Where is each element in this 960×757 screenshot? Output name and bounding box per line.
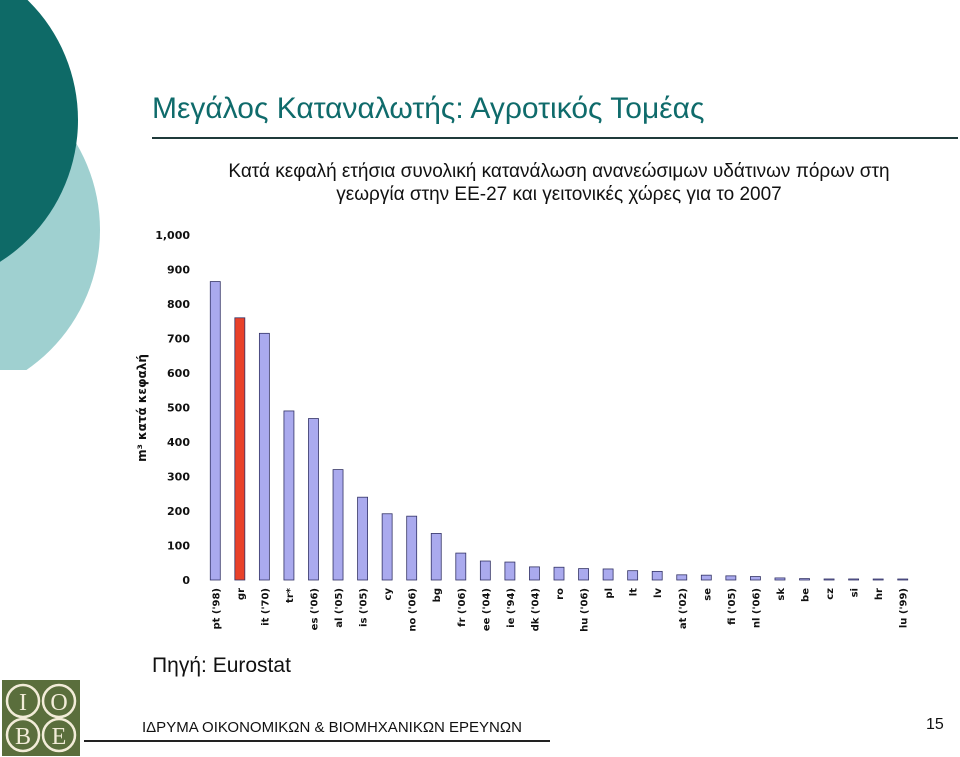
x-tick-label: lv (653, 588, 664, 598)
x-tick-label: cz (825, 588, 836, 600)
y-tick-label: 500 (167, 402, 190, 415)
bar-24 (799, 578, 810, 581)
bar-0 (209, 281, 221, 581)
bar-1 (234, 317, 246, 581)
footer-organization: ΙΔΡΥΜΑ ΟΙΚΟΝΟΜΙΚΩΝ & ΒΙΟΜΗΧΑΝΙΚΩΝ ΕΡΕΥΝΩ… (142, 719, 522, 736)
decorative-circles (0, 0, 100, 370)
y-tick-label: 900 (167, 264, 190, 277)
bar-8 (406, 515, 418, 581)
y-tick-label: 800 (167, 298, 190, 311)
x-tick-label: ee ('04) (481, 588, 492, 631)
logo-ring-2 (41, 683, 77, 719)
logo-ring-4 (41, 717, 77, 753)
x-tick-label: tr* (285, 587, 296, 603)
bar-4 (308, 418, 319, 581)
x-tick-label: is ('05) (359, 588, 370, 627)
y-tick-label: 400 (167, 436, 190, 449)
x-tick-label: hr (874, 588, 885, 600)
x-tick-label: pt ('98) (211, 588, 222, 630)
subtitle-line-2: γεωργία στην ΕΕ-27 και γειτονικές χώρες … (336, 184, 782, 205)
bar-chart: 0 100 200 300 400 500 600 700 800 900 1,000 m³ κατά… (135, 229, 910, 632)
bar-15 (578, 568, 589, 581)
x-tick-label: at ('02) (678, 588, 689, 629)
y-tick-label: 200 (167, 505, 190, 518)
x-tick-label: gr (236, 588, 247, 600)
bar-21 (725, 575, 737, 581)
logo-ring-3 (5, 717, 41, 753)
bar-18 (651, 570, 663, 581)
x-tick-label: lu ('99) (899, 588, 910, 628)
bar-13 (529, 566, 540, 581)
x-tick-label: pl (604, 588, 615, 599)
x-tick-label: se (702, 588, 713, 601)
title-divider (152, 137, 958, 139)
x-tick-label: dk ('04) (530, 588, 541, 631)
bar-14 (553, 566, 565, 581)
x-tick-label: lt (629, 588, 640, 596)
bar-11 (479, 560, 491, 581)
y-tick-label: 0 (182, 574, 190, 587)
bar-17 (627, 570, 639, 581)
y-tick-label: 600 (167, 367, 190, 380)
x-tick-label: fr ('06) (457, 588, 468, 627)
logo-letter-3: B (15, 724, 31, 750)
bar-19 (676, 574, 688, 581)
x-tick-label: it ('70) (260, 588, 271, 626)
x-tick-label: ie ('94) (506, 588, 517, 628)
footer-divider (84, 740, 550, 742)
x-tick-label: bg (432, 588, 443, 602)
bar-5 (332, 469, 344, 581)
x-tick-label: si (850, 588, 861, 597)
y-tick-label: 1,000 (155, 229, 190, 242)
bar-2 (258, 332, 270, 581)
deco-dark-circle (0, 0, 78, 262)
y-axis-title: m³ κατά κεφαλή (135, 354, 149, 462)
bar-28 (897, 578, 909, 581)
bar-7 (381, 513, 393, 581)
slide-title: Μεγάλος Καταναλωτής: Αγροτικός Τομέας (152, 92, 705, 125)
logo-background (2, 680, 80, 756)
y-tick-label: 100 (167, 540, 190, 553)
bar-26 (848, 578, 860, 581)
bar-27 (872, 578, 884, 581)
x-tick-label: es ('06) (309, 588, 320, 630)
bar-25 (823, 578, 835, 581)
page-number: 15 (926, 716, 944, 733)
x-tick-label: nl ('06) (751, 588, 762, 628)
x-tick-label: no ('06) (408, 588, 419, 632)
logo-letter-1: I (19, 690, 27, 716)
x-tick-label: sk (776, 588, 787, 601)
iobe-logo: I O B E (2, 680, 80, 756)
bar-22 (750, 576, 761, 581)
bar-20 (700, 574, 712, 581)
bar-23 (774, 577, 786, 581)
bar-12 (504, 561, 516, 581)
logo-letter-4: E (52, 724, 67, 750)
y-tick-label: 700 (167, 333, 190, 346)
x-tick-label: hu ('06) (580, 588, 591, 632)
x-tick-label: al ('05) (334, 588, 345, 628)
bar-16 (602, 568, 614, 581)
subtitle-line-1: Κατά κεφαλή ετήσια συνολική κατανάλωση α… (228, 161, 890, 182)
bar-6 (357, 496, 368, 581)
bar-9 (430, 533, 442, 581)
bar-10 (455, 552, 467, 581)
logo-ring-1 (5, 683, 41, 719)
source-note: Πηγή: Eurostat (152, 654, 291, 677)
x-tick-label: cy (383, 588, 394, 601)
x-tick-label: be (801, 588, 812, 602)
bar-3 (283, 410, 295, 581)
x-tick-label: fi ('05) (727, 588, 738, 625)
logo-letter-2: O (50, 690, 67, 716)
x-tick-label: ro (555, 588, 566, 600)
y-tick-label: 300 (167, 471, 190, 484)
chart-subtitle: Κατά κεφαλή ετήσια συνολική κατανάλωση α… (150, 160, 960, 206)
